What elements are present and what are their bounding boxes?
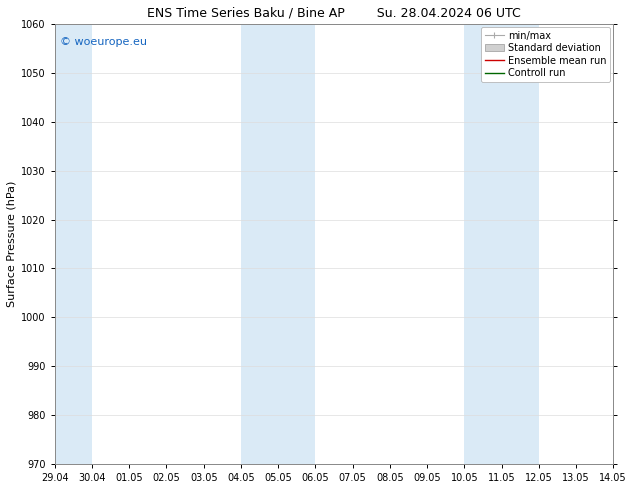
Bar [241, 24, 315, 464]
Bar [464, 24, 539, 464]
Bar [55, 24, 92, 464]
Y-axis label: Surface Pressure (hPa): Surface Pressure (hPa) [7, 181, 17, 307]
Title: ENS Time Series Baku / Bine AP        Su. 28.04.2024 06 UTC: ENS Time Series Baku / Bine AP Su. 28.04… [147, 7, 521, 20]
Legend: min/max, Standard deviation, Ensemble mean run, Controll run: min/max, Standard deviation, Ensemble me… [481, 27, 611, 82]
Text: © woeurope.eu: © woeurope.eu [60, 37, 147, 47]
